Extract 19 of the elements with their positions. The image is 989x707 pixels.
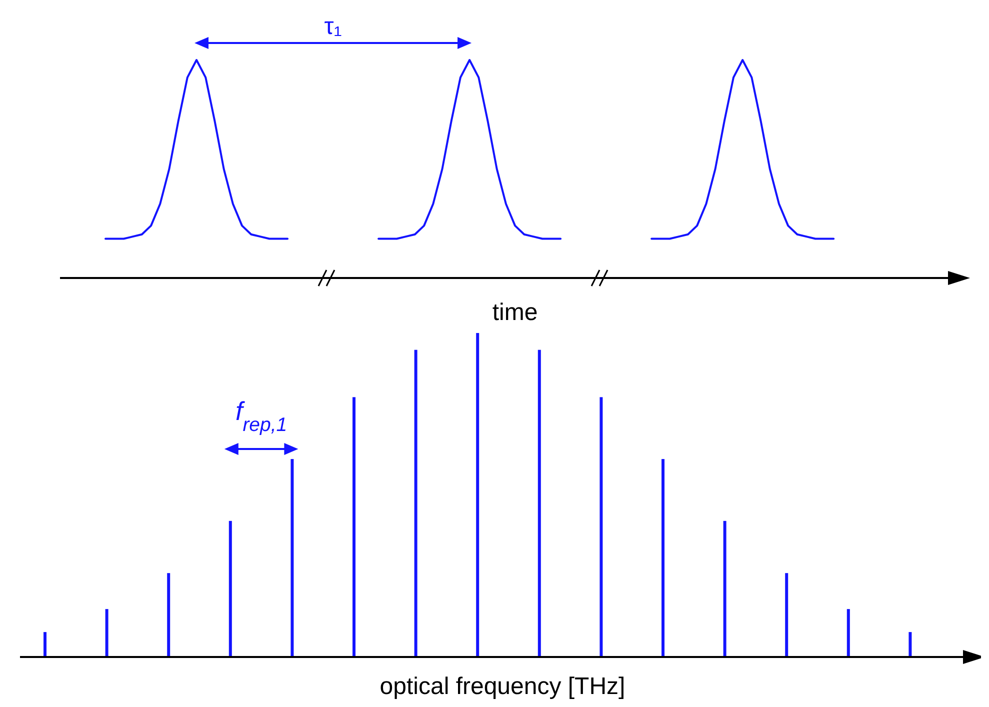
bar	[908, 632, 912, 657]
bar	[228, 520, 232, 657]
bar	[476, 333, 480, 657]
x-axis-title: optical frequency [THz]	[380, 673, 626, 700]
bar	[723, 520, 726, 657]
bar	[167, 573, 170, 657]
bar	[600, 397, 603, 657]
bar	[785, 573, 788, 657]
text: τ₁	[324, 13, 342, 40]
bar	[352, 397, 356, 657]
bar	[414, 350, 418, 657]
bar	[105, 609, 108, 657]
bar	[662, 459, 664, 657]
annotation: f$_{rep,1}$	[235, 396, 288, 436]
bar	[44, 632, 46, 657]
bar	[538, 350, 541, 657]
bar	[290, 459, 294, 657]
bar	[846, 609, 850, 657]
x-axis-title: time	[492, 299, 538, 326]
